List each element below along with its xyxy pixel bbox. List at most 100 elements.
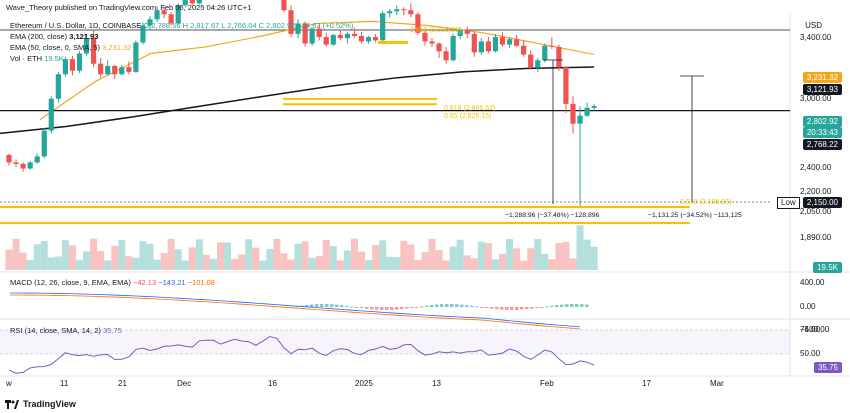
ema50-label: EMA (50, close, 0, SMA, 5)	[10, 43, 101, 52]
vol-value: 19.5K	[44, 54, 64, 63]
candle-body	[528, 54, 534, 68]
fib-mid2-label: 0.65 (2,825.15)	[444, 113, 491, 120]
price-axis-label: 2,400.00	[800, 163, 832, 172]
macd-histogram-bar	[390, 307, 394, 310]
volume-bar	[499, 253, 506, 270]
volume-bar	[125, 256, 133, 270]
candle-body	[83, 38, 90, 54]
macd-histogram-bar	[565, 304, 569, 307]
macd-histogram-bar	[440, 304, 444, 307]
volume-bar	[548, 259, 556, 270]
volume-bar	[435, 250, 443, 270]
measure-label-1: −1,288.96 (−37.48%) −128,896	[505, 212, 600, 219]
volume-bar	[217, 242, 224, 270]
volume-bar	[506, 239, 514, 270]
macd-histogram-bar	[355, 307, 359, 308]
candle-body	[464, 29, 470, 34]
macd-histogram-bar	[395, 307, 399, 310]
vol-legend: Vol · ETH 19.5K	[10, 53, 353, 64]
candle-body	[485, 41, 491, 52]
volume-bar	[449, 246, 457, 270]
ema200-label: EMA (200, close)	[10, 32, 68, 41]
macd-histogram-bar	[445, 304, 449, 307]
volume-bar	[97, 250, 105, 270]
volume-bar	[343, 250, 351, 270]
candle-body	[450, 36, 456, 61]
volume-bar	[202, 254, 210, 270]
volume-bar	[12, 238, 20, 270]
symbol-line: Ethereum / U.S. Dollar, 1D, COINBASE O 2…	[10, 20, 353, 31]
volume-bar	[393, 257, 401, 270]
macd-histogram-bar	[460, 304, 464, 307]
footer-brand: TradingView	[23, 399, 76, 409]
volume-bar	[562, 241, 570, 270]
fib-low2-level	[0, 222, 690, 224]
volume-bar	[181, 260, 189, 270]
volume-bar	[111, 245, 119, 270]
candle-body	[436, 43, 442, 52]
candle-body	[316, 28, 322, 38]
macd-histogram-bar	[360, 307, 364, 309]
volume-bar	[174, 249, 182, 270]
candle-body	[380, 13, 386, 41]
volume-tag: 19.5K	[813, 262, 842, 273]
time-axis-label: w	[5, 379, 12, 388]
candle-body	[119, 67, 125, 75]
candle-body	[535, 60, 541, 68]
candle-body	[105, 66, 111, 75]
candle-body	[542, 45, 548, 61]
volume-bar	[33, 244, 41, 270]
low-value-tag: 2,150.00	[802, 197, 842, 208]
ema200-value: 3,121.93	[69, 32, 99, 41]
candle-body	[48, 98, 54, 131]
price-axis-label: 3,400.00	[800, 33, 832, 42]
volume-bar	[555, 243, 563, 270]
macd-histogram-bar	[315, 304, 319, 307]
volume-bar	[252, 247, 260, 270]
macd-histogram-bar	[540, 307, 544, 308]
rsi-legend: RSI (14, close, SMA, 14, 2) 35.75	[10, 326, 122, 335]
candle-body	[443, 51, 449, 61]
price-axis-label: 2,200.00	[800, 187, 832, 196]
volume-bar	[421, 252, 429, 270]
candle-body	[98, 63, 104, 75]
macd-histogram-bar	[350, 306, 354, 308]
macd-histogram-bar	[465, 305, 469, 307]
volume-bar	[160, 252, 168, 270]
candlesticks	[6, 0, 597, 208]
candle-body	[408, 10, 414, 15]
macd-histogram-bar	[400, 307, 404, 310]
tradingview-logo[interactable]: TradingView	[5, 399, 76, 409]
time-axis-label: 16	[268, 379, 277, 388]
macd-histogram-bar	[470, 305, 474, 307]
volume-bar	[61, 240, 69, 270]
ema200-price-tag: 3,121.93	[802, 84, 842, 95]
volume-bar	[245, 239, 253, 270]
macd-histogram-bar	[415, 307, 419, 308]
candle-body	[91, 38, 97, 64]
volume-bar	[139, 241, 147, 270]
time-axis-label: 13	[432, 379, 441, 388]
currency-label[interactable]: USD	[805, 21, 822, 30]
macd-histogram-bar	[555, 305, 559, 307]
candle-body	[295, 23, 301, 34]
volume-bar	[456, 239, 464, 270]
volume-bar	[513, 248, 521, 270]
volume-bar	[266, 248, 274, 270]
macd-histogram-bar	[305, 304, 309, 307]
volume-bar	[442, 260, 450, 270]
ohlc-change: +14.62 (+0.52%)	[297, 21, 354, 30]
candle-body	[401, 9, 407, 11]
time-axis-label: 2025	[355, 379, 373, 388]
candle-body	[394, 9, 400, 12]
volume-bar	[5, 249, 13, 270]
volume-bar	[273, 238, 281, 270]
macd-axis-label: −400.00	[800, 325, 830, 334]
volume-bar	[287, 259, 295, 270]
candle-body	[570, 103, 576, 124]
axes: 3,400.00 3,000.00 2,400.00 2,200.00 2,050.00…	[5, 33, 832, 388]
time-axis-label: Feb	[540, 379, 554, 388]
macd-histogram-bar	[340, 305, 344, 307]
volume-bar	[308, 257, 316, 270]
candle-body	[62, 59, 68, 75]
